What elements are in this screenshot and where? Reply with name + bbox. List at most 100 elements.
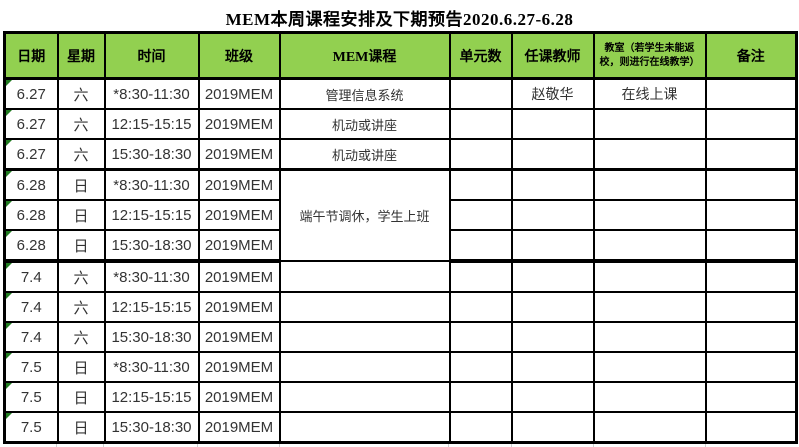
cell-course[interactable]: [278, 321, 451, 353]
cell-teacher[interactable]: [510, 138, 595, 171]
cell-class[interactable]: 2019MEM: [197, 351, 281, 383]
cell-class[interactable]: 2019MEM: [197, 291, 281, 323]
cell-note[interactable]: [704, 199, 798, 231]
cell-course[interactable]: [278, 381, 451, 413]
cell-units[interactable]: [448, 381, 513, 413]
cell-units[interactable]: [448, 291, 513, 323]
cell-course[interactable]: 机动或讲座: [278, 138, 451, 171]
cell-time[interactable]: *8:30-11:30: [103, 260, 200, 293]
cell-note[interactable]: [704, 138, 798, 171]
col-header-teacher[interactable]: 任课教师: [510, 31, 595, 80]
cell-room[interactable]: [592, 291, 707, 323]
cell-time[interactable]: 15:30-18:30: [103, 229, 200, 263]
cell-date[interactable]: 7.5: [3, 411, 59, 444]
cell-note[interactable]: [704, 77, 798, 110]
cell-week[interactable]: 日: [56, 168, 106, 201]
cell-room[interactable]: [592, 229, 707, 263]
cell-note[interactable]: [704, 108, 798, 140]
page-title[interactable]: MEM本周课程安排及下期预告2020.6.27-6.28: [225, 10, 574, 29]
cell-week[interactable]: 六: [56, 138, 106, 171]
col-header-room[interactable]: 教室（若学生未能返校，则进行在线教学）: [592, 31, 707, 80]
cell-time[interactable]: *8:30-11:30: [103, 168, 200, 201]
cell-note[interactable]: [704, 260, 798, 293]
cell-class[interactable]: 2019MEM: [197, 381, 281, 413]
cell-week[interactable]: 六: [56, 260, 106, 293]
cell-date[interactable]: 6.28: [3, 229, 59, 263]
cell-week[interactable]: 日: [56, 229, 106, 263]
cell-class[interactable]: 2019MEM: [197, 199, 281, 231]
cell-class[interactable]: 2019MEM: [197, 108, 281, 140]
cell-room[interactable]: [592, 260, 707, 293]
cell-class[interactable]: 2019MEM: [197, 168, 281, 201]
cell-teacher[interactable]: [510, 260, 595, 293]
cell-course[interactable]: [278, 411, 451, 444]
cell-class[interactable]: 2019MEM: [197, 411, 281, 444]
cell-course[interactable]: [278, 291, 451, 323]
cell-week[interactable]: 六: [56, 108, 106, 140]
cell-note[interactable]: [704, 291, 798, 323]
cell-teacher[interactable]: [510, 381, 595, 413]
cell-class[interactable]: 2019MEM: [197, 229, 281, 263]
cell-units[interactable]: [448, 321, 513, 353]
cell-date[interactable]: 6.28: [3, 168, 59, 201]
cell-units[interactable]: [448, 260, 513, 293]
cell-room[interactable]: [592, 411, 707, 444]
cell-units[interactable]: [448, 229, 513, 263]
col-header-date[interactable]: 日期: [3, 31, 59, 80]
cell-units[interactable]: [448, 108, 513, 140]
col-header-class[interactable]: 班级: [197, 31, 281, 80]
cell-date[interactable]: 6.27: [3, 108, 59, 140]
cell-class[interactable]: 2019MEM: [197, 260, 281, 293]
cell-room[interactable]: [592, 199, 707, 231]
cell-class[interactable]: 2019MEM: [197, 138, 281, 171]
cell-room[interactable]: [592, 168, 707, 201]
cell-note[interactable]: [704, 351, 798, 383]
cell-teacher[interactable]: [510, 351, 595, 383]
cell-time[interactable]: 12:15-15:15: [103, 108, 200, 140]
cell-course[interactable]: 机动或讲座: [278, 108, 451, 140]
cell-note[interactable]: [704, 381, 798, 413]
cell-room[interactable]: [592, 351, 707, 383]
cell-date[interactable]: 6.27: [3, 77, 59, 110]
cell-time[interactable]: 12:15-15:15: [103, 381, 200, 413]
cell-week[interactable]: 日: [56, 199, 106, 231]
cell-teacher[interactable]: [510, 199, 595, 231]
cell-room[interactable]: [592, 138, 707, 171]
cell-teacher[interactable]: [510, 108, 595, 140]
cell-date[interactable]: 7.4: [3, 321, 59, 353]
cell-units[interactable]: [448, 199, 513, 231]
cell-course-merged[interactable]: 端午节调休，学生上班: [278, 168, 451, 262]
cell-week[interactable]: 日: [56, 381, 106, 413]
cell-week[interactable]: 六: [56, 321, 106, 353]
col-header-note[interactable]: 备注: [704, 31, 798, 80]
cell-units[interactable]: [448, 168, 513, 201]
cell-date[interactable]: 7.4: [3, 291, 59, 323]
cell-week[interactable]: 六: [56, 77, 106, 110]
cell-units[interactable]: [448, 411, 513, 444]
col-header-time[interactable]: 时间: [103, 31, 200, 80]
cell-teacher[interactable]: 赵敬华: [510, 77, 595, 110]
cell-time[interactable]: 15:30-18:30: [103, 138, 200, 171]
cell-note[interactable]: [704, 321, 798, 353]
cell-date[interactable]: 7.5: [3, 351, 59, 383]
cell-teacher[interactable]: [510, 168, 595, 201]
col-header-week[interactable]: 星期: [56, 31, 106, 80]
cell-note[interactable]: [704, 411, 798, 444]
cell-date[interactable]: 7.5: [3, 381, 59, 413]
cell-room[interactable]: [592, 108, 707, 140]
col-header-units[interactable]: 单元数: [448, 31, 513, 80]
cell-course[interactable]: 管理信息系统: [278, 77, 451, 110]
cell-course[interactable]: [278, 260, 451, 293]
cell-teacher[interactable]: [510, 229, 595, 263]
cell-units[interactable]: [448, 138, 513, 171]
cell-time[interactable]: 12:15-15:15: [103, 291, 200, 323]
cell-class[interactable]: 2019MEM: [197, 77, 281, 110]
cell-room[interactable]: [592, 381, 707, 413]
cell-time[interactable]: 15:30-18:30: [103, 321, 200, 353]
cell-date[interactable]: 6.27: [3, 138, 59, 171]
cell-week[interactable]: 日: [56, 411, 106, 444]
cell-time[interactable]: *8:30-11:30: [103, 77, 200, 110]
cell-week[interactable]: 日: [56, 351, 106, 383]
cell-date[interactable]: 7.4: [3, 260, 59, 293]
cell-time[interactable]: 15:30-18:30: [103, 411, 200, 444]
